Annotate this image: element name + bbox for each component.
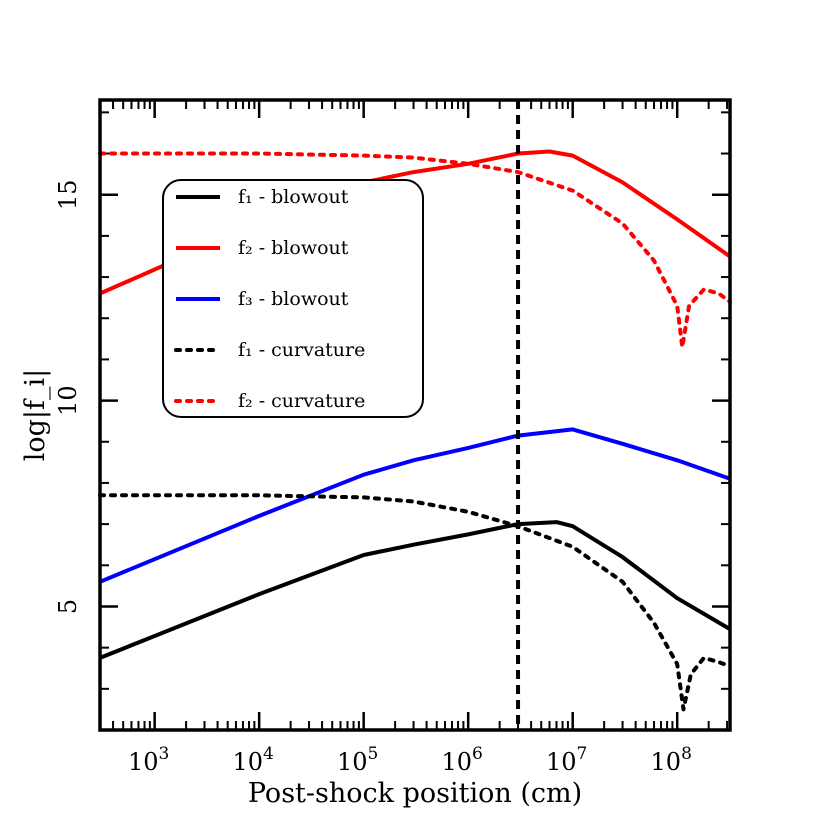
- x-tick-label: 104: [232, 744, 273, 776]
- y-tick-label: 15: [54, 179, 82, 210]
- x-tick-label: 105: [337, 744, 378, 776]
- y-tick-label: 10: [54, 385, 82, 416]
- legend-label-f1-curvature: f₁ - curvature: [238, 339, 365, 361]
- plot-frame: [98, 98, 732, 732]
- series-line-f2-curvature: [98, 151, 732, 350]
- legend-box: [162, 179, 424, 418]
- x-tick-label: 108: [651, 744, 692, 776]
- legend: f₁ - blowout f₂ - blowout f₃ - blowout f₁ -…: [162, 179, 424, 418]
- y-tick-label: 5: [54, 599, 82, 614]
- legend-label-f3-blowout: f₃ - blowout: [238, 288, 349, 310]
- legend-label-f1-blowout: f₁ - blowout: [238, 186, 349, 208]
- legend-label-f2-curvature: f₂ - curvature: [238, 390, 365, 412]
- tick-labels-layer: 103 104 105 106 107 108 5 10 15: [54, 179, 692, 776]
- x-tick-label: 107: [546, 744, 587, 776]
- legend-label-f2-blowout: f₂ - blowout: [238, 237, 349, 259]
- y-axis-label: log|f_i|: [20, 369, 51, 462]
- series-line-f3-blowout: [99, 427, 731, 584]
- x-axis-label: Post-shock position (cm): [248, 778, 582, 809]
- legend-items: f₁ - blowout f₂ - blowout f₃ - blowout f₁ -…: [174, 186, 365, 412]
- series-line-f1-curvature: [98, 493, 732, 712]
- x-tick-label: 106: [441, 744, 482, 776]
- x-tick-label: 103: [128, 744, 169, 776]
